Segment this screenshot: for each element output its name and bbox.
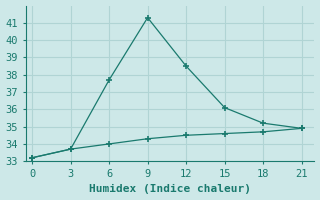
X-axis label: Humidex (Indice chaleur): Humidex (Indice chaleur) (89, 184, 251, 194)
